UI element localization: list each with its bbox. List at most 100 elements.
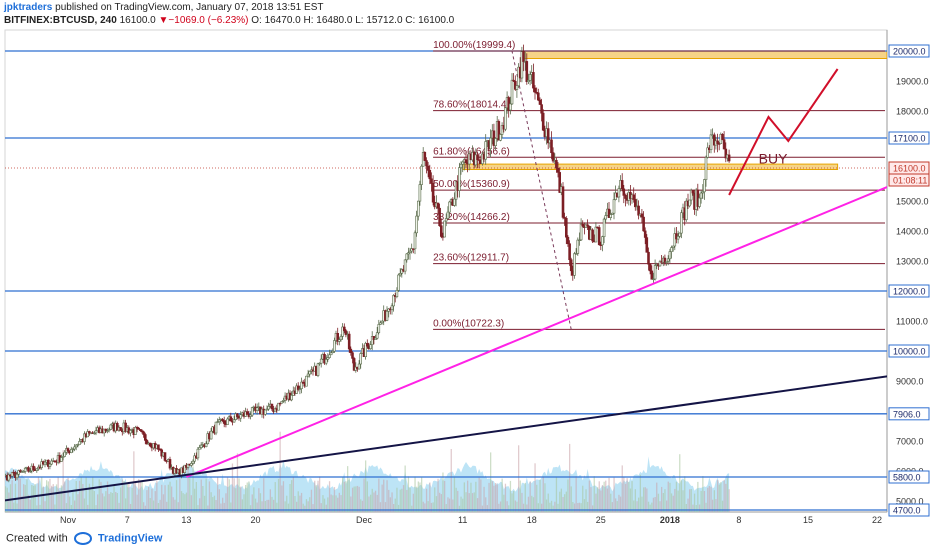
candle-body — [370, 336, 374, 345]
volume-bar — [442, 472, 444, 512]
candle-body — [249, 414, 252, 417]
candle-body — [599, 244, 603, 246]
volume-bar — [465, 492, 467, 512]
candle-body — [684, 200, 688, 221]
tradingview-logo-icon[interactable] — [73, 532, 92, 545]
volume-bar — [577, 503, 579, 512]
volume-bar — [320, 503, 322, 512]
volume-bar — [437, 478, 439, 512]
volume-bar — [467, 480, 469, 512]
volume-bar — [241, 499, 243, 512]
candle-body — [0, 476, 2, 480]
tradingview-brand[interactable]: TradingView — [97, 532, 163, 545]
volume-bar — [39, 504, 41, 512]
volume-bar — [708, 486, 710, 512]
volume-bar — [411, 505, 413, 512]
candle-body — [282, 400, 285, 402]
volume-bar — [718, 484, 720, 512]
volume-bar — [572, 502, 574, 512]
volume-bar — [307, 501, 309, 512]
candle-body — [652, 278, 655, 280]
x-tick-label: 22 — [872, 515, 882, 525]
author-link[interactable]: jpktraders — [4, 2, 53, 13]
volume-bar — [27, 494, 30, 512]
candle-body — [344, 330, 348, 335]
candle-body — [658, 261, 662, 267]
volume-bar — [42, 486, 44, 512]
candle-body — [701, 191, 705, 194]
volume-bar — [522, 503, 525, 512]
volume-bar — [379, 502, 382, 512]
volume-bar — [624, 483, 627, 512]
volume-bar — [685, 504, 687, 512]
volume-bar — [121, 479, 123, 512]
candle-body — [15, 473, 19, 479]
volume-bar — [106, 481, 109, 512]
candle-body — [540, 104, 543, 114]
volume-bar — [31, 485, 33, 512]
candle-body — [673, 233, 677, 247]
volume-bar — [684, 476, 686, 512]
candle-body — [464, 159, 468, 164]
volume-bar — [343, 481, 345, 512]
volume-bar — [402, 485, 405, 512]
candle-body — [216, 421, 219, 423]
volume-bar — [592, 505, 594, 512]
candle-body — [214, 421, 218, 434]
volume-bar — [493, 485, 495, 512]
volume-bar — [495, 483, 497, 512]
volume-bar — [455, 487, 457, 512]
candle-body — [533, 87, 537, 93]
close-value: C: 16100.0 — [405, 15, 455, 26]
candle-body — [423, 152, 427, 161]
volume-bar — [593, 476, 595, 512]
volume-bar — [664, 489, 666, 512]
candle-body — [476, 154, 479, 160]
volume-bar — [156, 480, 158, 512]
candle-body — [398, 272, 402, 276]
volume-bar — [682, 490, 684, 512]
volume-bar — [123, 481, 125, 512]
candle-body — [198, 447, 201, 450]
candle-body — [528, 74, 532, 81]
volume-bar — [628, 481, 630, 512]
volume-bar — [486, 505, 488, 512]
candle-body — [420, 165, 423, 185]
volume-bar — [115, 492, 117, 512]
volume-bar — [235, 488, 237, 512]
candle-body — [204, 443, 208, 448]
x-tick-label: Nov — [60, 515, 77, 525]
candle-body — [1, 479, 3, 480]
price-badge-label: 7906.0 — [893, 409, 921, 419]
volume-bar — [277, 478, 280, 512]
volume-bar — [378, 478, 380, 512]
candles — [0, 44, 731, 483]
volume-bar — [187, 466, 189, 512]
volume-bar — [125, 498, 127, 512]
candle-body — [698, 197, 701, 207]
candle-body — [550, 139, 553, 153]
candle-body — [18, 470, 22, 473]
candle-body — [569, 259, 573, 272]
volume-bar — [693, 493, 696, 512]
volume-bar — [264, 501, 266, 512]
candle-body — [527, 80, 530, 83]
volume-bar — [417, 481, 419, 512]
volume-bar — [161, 484, 163, 512]
candle-body — [691, 189, 695, 194]
y-tick-label: 14000.0 — [896, 227, 929, 237]
candle-body — [387, 308, 391, 312]
volume-bar — [506, 501, 508, 512]
candle-body — [124, 422, 127, 432]
candle-body — [563, 217, 566, 219]
candle-body — [78, 441, 81, 445]
volume-bars — [5, 431, 730, 512]
candle-body — [186, 463, 190, 468]
volume-bar — [498, 503, 500, 512]
candle-body — [298, 388, 302, 390]
price-badge-box — [888, 44, 930, 58]
volume-bar — [281, 485, 283, 512]
candle-body — [22, 471, 25, 473]
price-badge: 4700.0 — [888, 503, 930, 517]
